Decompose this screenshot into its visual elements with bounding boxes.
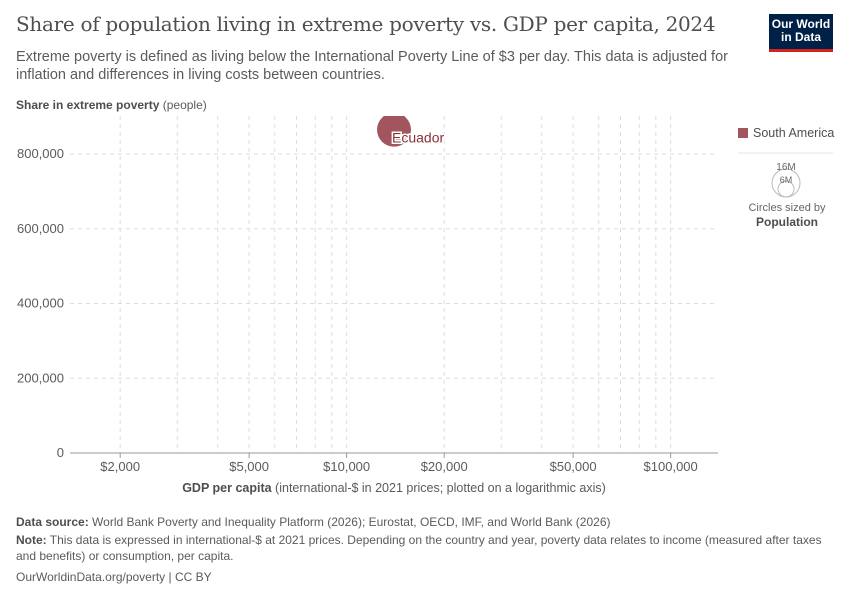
- y-tick-label: 0: [57, 445, 64, 460]
- x-tick-label: $2,000: [100, 459, 140, 474]
- source-text: World Bank Poverty and Inequality Platfo…: [88, 515, 611, 529]
- y-tick-label: 200,000: [17, 370, 64, 385]
- chart-title: Share of population living in extreme po…: [16, 12, 716, 36]
- y-tick-label: 600,000: [17, 221, 64, 236]
- legend-label: South America: [753, 126, 835, 140]
- note-label: Note:: [16, 533, 47, 547]
- legend-swatch: [738, 128, 748, 138]
- data-point-ecuador: [377, 116, 411, 147]
- x-tick-label: $20,000: [421, 459, 468, 474]
- size-variable: Population: [756, 215, 818, 229]
- credit[interactable]: OurWorldinData.org/poverty | CC BY: [16, 570, 212, 584]
- y-tick-label: 800,000: [17, 146, 64, 161]
- size-caption: Circles sized by: [748, 202, 826, 214]
- x-label-bold: GDP per capita: [182, 481, 272, 495]
- data-source: Data source: World Bank Poverty and Ineq…: [16, 514, 826, 530]
- y-axis-label: Share in extreme poverty (people): [16, 98, 207, 112]
- note-text: This data is expressed in international-…: [16, 533, 822, 563]
- legend-item-south-america[interactable]: South America: [738, 126, 834, 140]
- note: Note: This data is expressed in internat…: [16, 532, 826, 564]
- point-label: Ecuador: [392, 130, 444, 146]
- y-label-bold: Share in extreme poverty: [16, 98, 160, 112]
- x-label-unit: (international-$ in 2021 prices; plotted…: [271, 481, 606, 495]
- source-label: Data source:: [16, 515, 89, 529]
- x-tick-label: $5,000: [229, 459, 269, 474]
- size-legend-caption: Circles sized by Population: [740, 201, 834, 230]
- x-axis-label: GDP per capita (international-$ in 2021 …: [0, 481, 788, 495]
- y-tick-label: 400,000: [17, 296, 64, 311]
- chart-subtitle: Extreme poverty is defined as living bel…: [16, 49, 728, 83]
- x-tick-label: $100,000: [644, 459, 698, 474]
- x-tick-label: $10,000: [323, 459, 370, 474]
- y-label-unit: (people): [159, 98, 207, 112]
- x-tick-label: $50,000: [550, 459, 597, 474]
- owid-logo[interactable]: Our World in Data: [769, 14, 833, 52]
